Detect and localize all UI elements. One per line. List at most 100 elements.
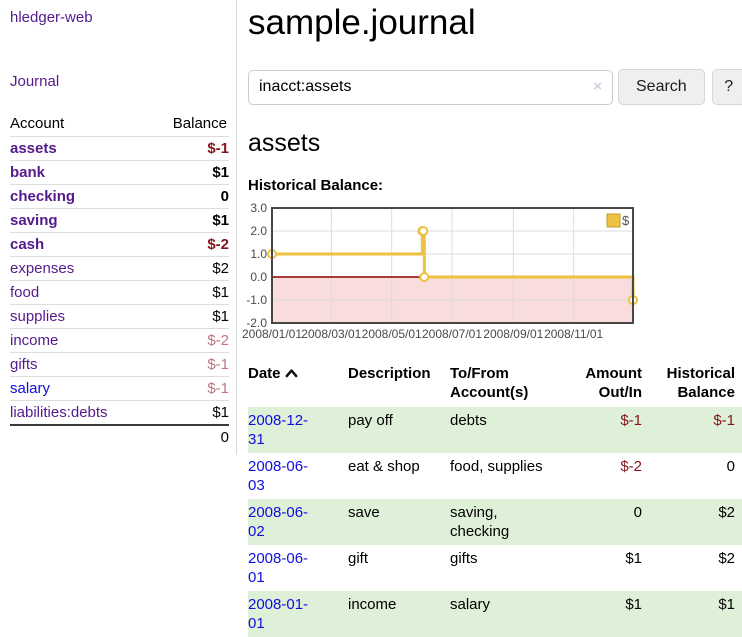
account-row: income $-2	[10, 328, 229, 353]
register-row: 2008-01-01 income salary $1 $1	[248, 591, 742, 637]
account-balance: $-1	[207, 380, 229, 397]
account-link-saving[interactable]: saving	[10, 212, 58, 229]
account-row: liabilities:debts $1	[10, 400, 229, 426]
chart-container: $3.0 2.0 1.0 0.0 -1.0 -2.0 2008/01/01 2008/03/0…	[242, 201, 742, 348]
register-col-date[interactable]: Date	[248, 362, 348, 407]
account-row: food $1	[10, 280, 229, 305]
account-row: assets $-1	[10, 136, 229, 161]
account-link-assets[interactable]: assets	[10, 140, 57, 157]
account-link-gifts[interactable]: gifts	[10, 356, 38, 373]
transaction-accounts: food, supplies	[450, 458, 543, 475]
help-button[interactable]: ?	[711, 69, 742, 105]
register-col-amount: Amount Out/In	[585, 365, 642, 401]
register-col-date-label: Date	[248, 365, 281, 382]
plot-border	[271, 207, 634, 324]
account-heading: assets	[248, 129, 321, 157]
transaction-amount: 0	[572, 499, 650, 545]
account-balance: 0	[220, 188, 229, 205]
accounts-col-balance: Balance	[172, 115, 227, 132]
register-row: 2008-06-01 gift gifts $1 $2	[248, 545, 742, 591]
accounts-total-value: 0	[220, 429, 229, 446]
account-row: checking 0	[10, 184, 229, 209]
data-point-marker	[419, 272, 430, 282]
account-balance: $-1	[207, 356, 229, 373]
register-row: 2008-06-02 save saving, checking 0 $2	[248, 499, 742, 545]
account-balance: $1	[212, 308, 229, 325]
account-link-bank[interactable]: bank	[10, 164, 46, 181]
transaction-accounts: debts	[450, 407, 572, 453]
account-row: saving $1	[10, 208, 229, 233]
sidebar-item-journal[interactable]: Journal	[10, 73, 60, 90]
account-link-food[interactable]: food	[10, 284, 40, 301]
transaction-date-link[interactable]: 2008-06-02	[248, 504, 309, 540]
register-table: Date Description To/From Account(s) Amou…	[248, 362, 742, 637]
account-balance: $-1	[207, 140, 229, 157]
account-row: gifts $-1	[10, 352, 229, 377]
account-link-liabilities-debts[interactable]: liabilities:debts	[10, 404, 108, 421]
transaction-amount: $-1	[572, 407, 650, 453]
account-link-cash[interactable]: cash	[10, 236, 45, 253]
register-col-tofrom: To/From Account(s)	[450, 365, 529, 401]
transaction-date-link[interactable]: 2008-12-31	[248, 412, 309, 448]
transaction-date-link[interactable]: 2008-06-03	[248, 458, 309, 494]
svg-text:-1.0: -1.0	[246, 293, 267, 307]
svg-text:-2.0: -2.0	[246, 316, 267, 330]
account-balance: $1	[212, 284, 229, 301]
sort-ascending-icon	[285, 369, 297, 378]
transaction-amount: $-2	[620, 458, 642, 475]
search-button[interactable]: Search	[618, 69, 705, 105]
account-balance: $-2	[207, 236, 229, 253]
clear-search-icon[interactable]: ×	[593, 77, 602, 95]
account-link-checking[interactable]: checking	[10, 188, 76, 205]
sidebar: hledger-web Journal Account Balance asse…	[0, 0, 237, 455]
main-content: sample.journal × Search ? assets Histori…	[237, 0, 742, 637]
account-link-supplies[interactable]: supplies	[10, 308, 66, 325]
transaction-balance: 0	[726, 458, 735, 475]
search-bar: × Search ?	[248, 69, 742, 105]
accounts-header-row: Account Balance	[10, 111, 229, 137]
transaction-description: save	[348, 499, 450, 545]
account-balance: $2	[212, 260, 229, 277]
transaction-accounts: saving, checking	[450, 499, 572, 545]
legend-swatch	[606, 213, 621, 228]
search-input[interactable]	[248, 69, 613, 105]
page-title: sample.journal	[248, 3, 476, 42]
chart-heading: Historical Balance:	[248, 177, 384, 194]
transaction-accounts: salary	[450, 591, 572, 637]
account-row: bank $1	[10, 160, 229, 185]
transaction-balance: $2	[718, 550, 735, 567]
account-link-expenses[interactable]: expenses	[10, 260, 75, 277]
register-row: 2008-06-03 eat & shop food, supplies $-2…	[248, 453, 742, 499]
account-link-income[interactable]: income	[10, 332, 59, 349]
svg-text:2.0: 2.0	[250, 224, 267, 238]
account-link-salary[interactable]: salary	[10, 380, 51, 397]
svg-text:1.0: 1.0	[250, 247, 267, 261]
transaction-accounts: gifts	[450, 550, 478, 567]
transaction-description: income	[348, 591, 450, 637]
app-title-link[interactable]: hledger-web	[10, 9, 93, 26]
transaction-description: gift	[348, 550, 369, 567]
account-balance: $-2	[207, 332, 229, 349]
account-balance: $1	[212, 212, 229, 229]
register-row: 2008-12-31 pay off debts $-1 $-1	[248, 407, 742, 453]
transaction-date-link[interactable]: 2008-01-01	[248, 596, 309, 632]
svg-text:2008/03/01: 2008/03/01	[301, 327, 361, 341]
account-balance: $1	[212, 164, 229, 181]
legend-label: $	[622, 213, 630, 228]
transaction-amount: $1	[572, 591, 650, 637]
register-col-description: Description	[348, 365, 431, 382]
accounts-table: Account Balance assets $-1 bank $1 check…	[10, 111, 229, 449]
transaction-description: pay off	[348, 407, 450, 453]
transaction-description: eat & shop	[348, 458, 420, 475]
register-header-row: Date Description To/From Account(s) Amou…	[248, 362, 742, 407]
account-row: supplies $1	[10, 304, 229, 329]
svg-text:0.0: 0.0	[250, 270, 267, 284]
account-row: expenses $2	[10, 256, 229, 281]
account-row: salary $-1	[10, 376, 229, 401]
transaction-amount: $1	[625, 550, 642, 567]
transaction-date-link[interactable]: 2008-06-01	[248, 550, 309, 586]
svg-text:2008/07/01: 2008/07/01	[422, 327, 482, 341]
transaction-balance: $-1	[650, 407, 742, 453]
